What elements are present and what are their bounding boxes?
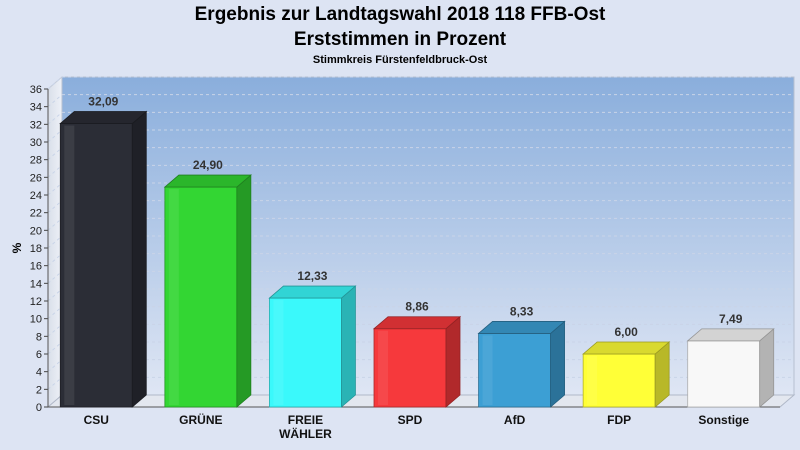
bar-side: [236, 174, 252, 408]
x-tick-label: WÄHLER: [279, 426, 332, 441]
bar-top: [686, 328, 775, 342]
bar-front: [59, 123, 133, 408]
bar-top: [268, 285, 357, 299]
bar-highlight: [691, 342, 702, 405]
data-label: 7,49: [719, 312, 743, 326]
bar-side: [759, 327, 775, 408]
y-tick-label: 26: [30, 172, 42, 184]
bar-highlight: [168, 189, 179, 405]
y-tick-label: 12: [30, 296, 42, 308]
bar-highlight: [378, 330, 388, 405]
y-tick-label: 32: [30, 119, 42, 131]
y-tick-label: 0: [36, 402, 42, 414]
data-label: 12,33: [297, 269, 327, 283]
y-tick-label: 16: [30, 261, 42, 273]
bar-front: [373, 328, 447, 408]
bar-highlight: [64, 125, 75, 405]
bar-sonstige: [686, 327, 775, 408]
y-tick-label: 22: [30, 208, 42, 220]
chart-subtitle: Erststimmen in Prozent: [293, 29, 507, 50]
y-tick-label: 8: [36, 331, 42, 343]
bar-highlight: [273, 300, 284, 405]
bar-afd: [477, 320, 566, 408]
y-tick-label: 20: [30, 225, 42, 237]
bar-top: [59, 111, 148, 124]
y-tick-label: 4: [36, 367, 42, 379]
bar-front: [582, 353, 656, 408]
bar-side: [131, 110, 147, 408]
data-label: 24,90: [193, 158, 223, 172]
bar-top: [477, 321, 566, 334]
x-tick-label: Sonstige: [698, 413, 749, 427]
bar-highlight: [587, 356, 598, 405]
y-axis-label: %: [10, 242, 24, 253]
y-tick-label: 10: [30, 314, 42, 326]
y-tick-label: 6: [36, 349, 42, 361]
x-tick-label: GRÜNE: [179, 412, 222, 427]
y-tick-label: 14: [30, 278, 42, 290]
bar-csu: [59, 110, 148, 408]
y-tick-label: 24: [30, 190, 42, 202]
bar-side: [550, 320, 565, 408]
bar-front: [478, 333, 551, 408]
bar-front: [164, 186, 238, 408]
data-label: 6,00: [614, 325, 638, 339]
bar-freie-wähler: [268, 285, 357, 408]
y-tick-label: 18: [30, 243, 42, 255]
x-tick-label: FREIE: [288, 413, 323, 427]
chart-title: Ergebnis zur Landtagswahl 2018 118 FFB-O…: [194, 4, 606, 25]
bar-highlight: [482, 335, 493, 405]
bar-grüne: [163, 174, 252, 408]
bar-side: [445, 315, 461, 408]
bar-side: [341, 285, 356, 408]
data-label: 8,33: [510, 304, 534, 318]
bar-top: [582, 341, 671, 355]
y-tick-label: 34: [30, 102, 42, 114]
y-tick-label: 30: [30, 137, 42, 149]
bar-front: [687, 340, 761, 408]
bar-fdp: [582, 341, 671, 408]
y-tick-label: 28: [30, 155, 42, 167]
x-tick-label: FDP: [607, 413, 631, 427]
data-label: 8,86: [405, 300, 429, 314]
x-tick-label: CSU: [84, 413, 109, 427]
y-tick-label: 2: [36, 384, 42, 396]
bar-top: [372, 316, 462, 330]
data-label: 32,09: [88, 95, 118, 109]
chart-caption: Stimmkreis Fürstenfeldbruck-Ost: [312, 54, 488, 66]
y-tick-label: 36: [30, 84, 42, 96]
bar-spd: [372, 315, 462, 408]
x-tick-label: SPD: [398, 413, 423, 427]
bar-top: [163, 174, 252, 188]
x-tick-label: AfD: [504, 413, 526, 427]
